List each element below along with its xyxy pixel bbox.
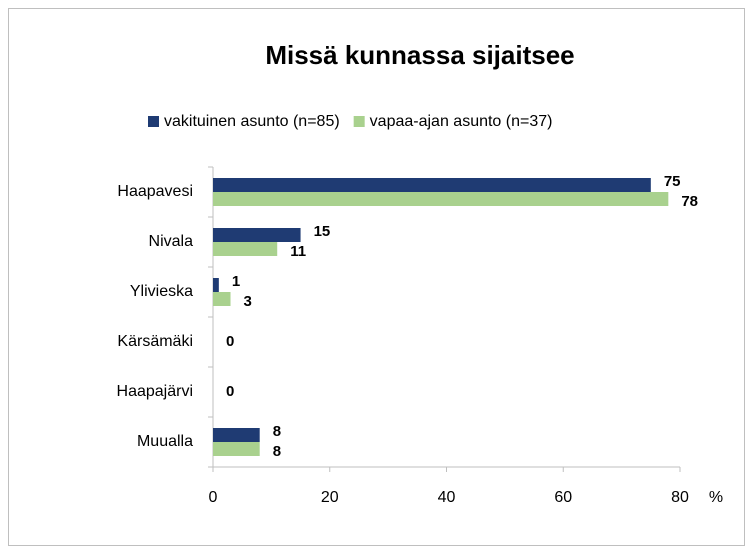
x-tick-label: 20	[321, 489, 339, 506]
y-tick-label: Haapajärvi	[117, 383, 193, 400]
bar	[213, 242, 278, 256]
x-tick-label: 80	[671, 489, 689, 506]
value-label: 11	[290, 243, 306, 260]
chart-frame	[8, 8, 745, 546]
value-label: 8	[273, 423, 281, 440]
x-axis-label: %	[709, 489, 723, 506]
legend-label: vapaa-ajan asunto (n=37)	[370, 113, 553, 130]
y-tick-label: Haapavesi	[117, 183, 193, 200]
value-label: 78	[681, 193, 698, 210]
bar	[213, 442, 260, 456]
x-tick-label: 40	[438, 489, 456, 506]
y-tick-label: Nivala	[149, 233, 194, 250]
value-label: 75	[664, 173, 681, 190]
bar	[213, 278, 219, 292]
legend-swatch	[148, 116, 159, 127]
x-tick-label: 60	[554, 489, 572, 506]
legend-swatch	[353, 116, 365, 127]
value-label: 0	[226, 333, 234, 350]
bar	[213, 292, 231, 306]
value-label: 3	[244, 293, 252, 310]
bar	[213, 228, 301, 242]
bar	[213, 192, 669, 206]
y-tick-label: Ylivieska	[130, 283, 193, 300]
value-label: 1	[232, 273, 240, 290]
value-label: 8	[273, 443, 281, 460]
bar	[213, 178, 651, 192]
y-tick-label: Kärsämäki	[117, 333, 193, 350]
y-tick-label: Muualla	[137, 433, 193, 450]
chart-title: Missä kunnassa sijaitsee	[265, 40, 574, 70]
legend-label: vakituinen asunto (n=85)	[164, 113, 340, 130]
value-label: 15	[314, 223, 331, 240]
x-tick-label: 0	[209, 489, 218, 506]
bar	[213, 428, 260, 442]
value-label: 0	[226, 383, 234, 400]
